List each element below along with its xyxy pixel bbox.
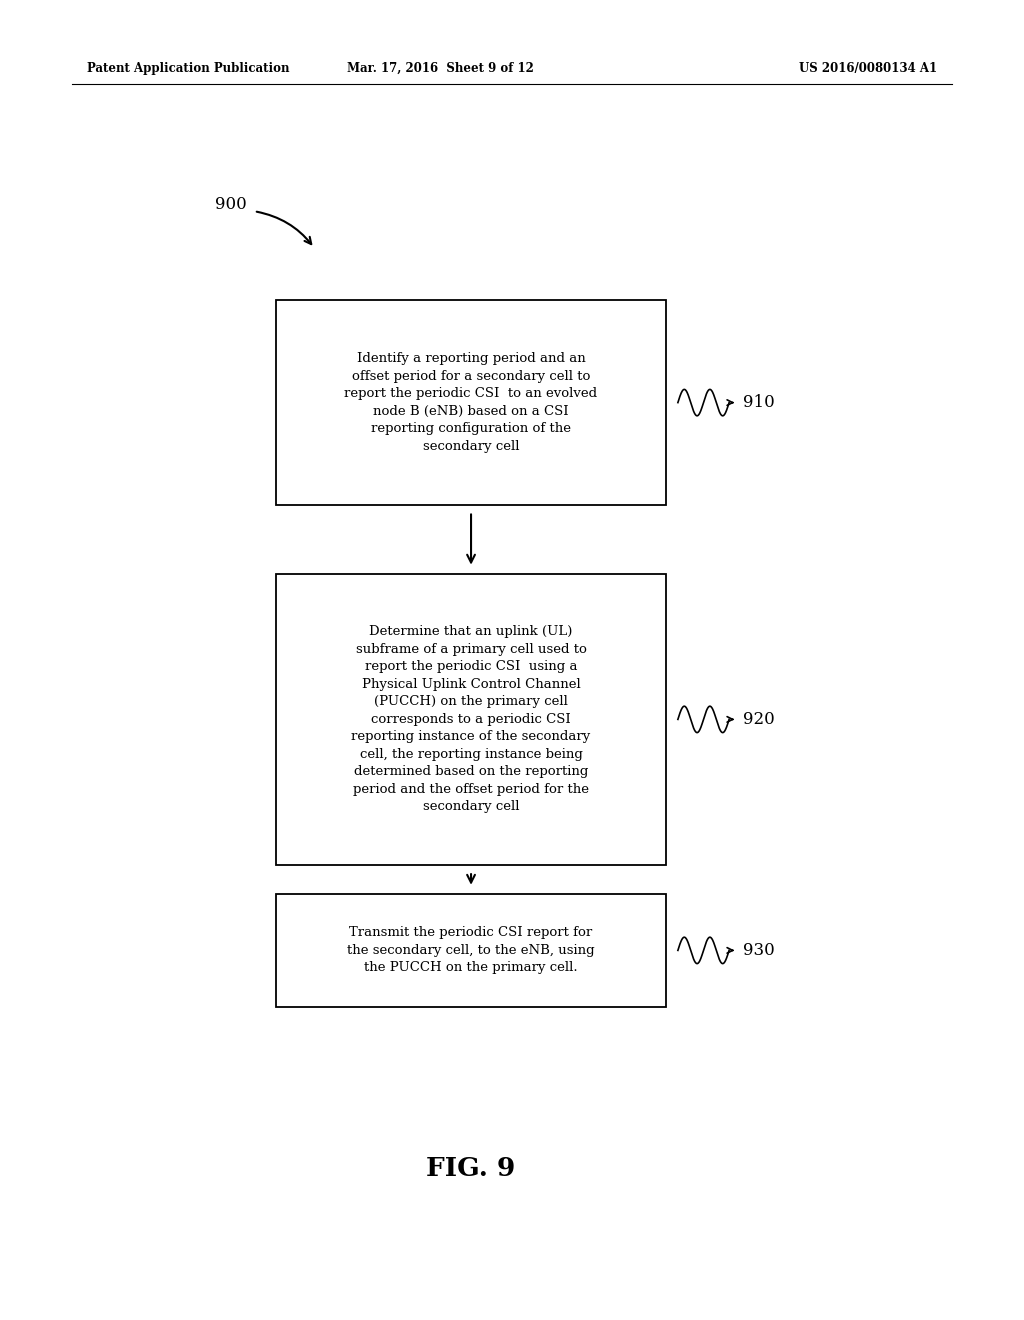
Text: 900: 900	[214, 197, 247, 213]
Text: Identify a reporting period and an
offset period for a secondary cell to
report : Identify a reporting period and an offse…	[344, 352, 598, 453]
Bar	[276, 574, 666, 865]
Text: 920: 920	[743, 711, 775, 727]
Bar	[276, 895, 666, 1006]
Text: Patent Application Publication: Patent Application Publication	[87, 62, 290, 75]
Text: Transmit the periodic CSI report for
the secondary cell, to the eNB, using
the P: Transmit the periodic CSI report for the…	[347, 927, 595, 974]
Text: US 2016/0080134 A1: US 2016/0080134 A1	[799, 62, 937, 75]
Text: Determine that an uplink (UL)
subframe of a primary cell used to
report the peri: Determine that an uplink (UL) subframe o…	[351, 626, 591, 813]
Text: 930: 930	[743, 942, 775, 958]
Text: Mar. 17, 2016  Sheet 9 of 12: Mar. 17, 2016 Sheet 9 of 12	[347, 62, 534, 75]
Text: 910: 910	[743, 395, 775, 411]
Bar	[276, 301, 666, 506]
Text: FIG. 9: FIG. 9	[426, 1156, 516, 1180]
